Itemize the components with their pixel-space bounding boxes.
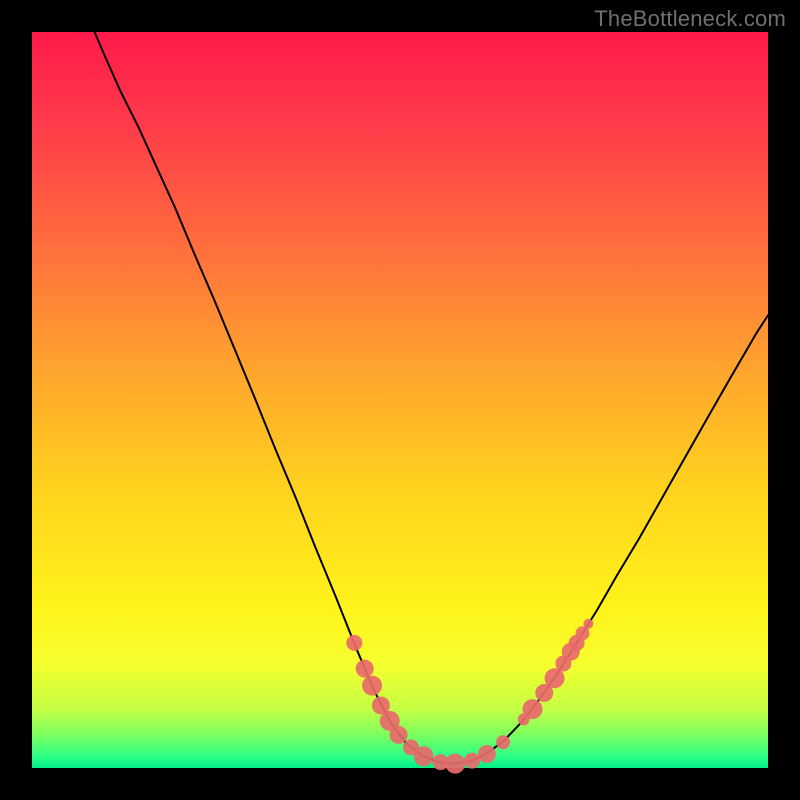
data-marker bbox=[464, 753, 480, 769]
data-marker bbox=[390, 726, 408, 744]
data-marker bbox=[356, 660, 374, 678]
data-marker bbox=[414, 746, 434, 766]
bottleneck-curve-chart bbox=[0, 0, 800, 800]
data-marker bbox=[496, 735, 510, 749]
data-marker bbox=[478, 745, 496, 763]
data-marker bbox=[583, 619, 593, 629]
plot-gradient-background bbox=[32, 32, 768, 768]
data-marker bbox=[522, 699, 542, 719]
data-marker bbox=[445, 754, 465, 774]
watermark-text: TheBottleneck.com bbox=[594, 6, 786, 32]
data-marker bbox=[362, 676, 382, 696]
chart-container: TheBottleneck.com bbox=[0, 0, 800, 800]
data-marker bbox=[346, 635, 362, 651]
